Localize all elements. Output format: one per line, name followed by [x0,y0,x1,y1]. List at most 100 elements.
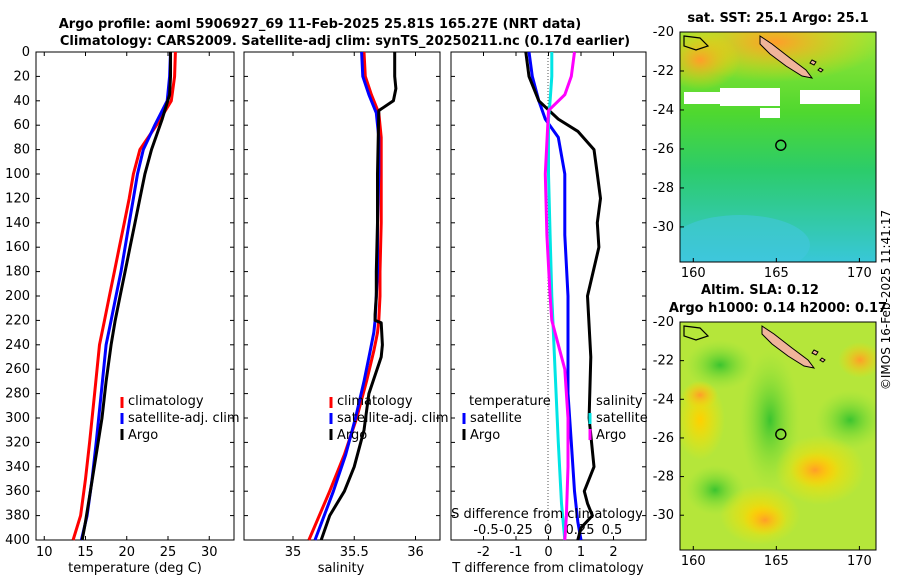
depth-tick-label: 80 [13,143,30,158]
sla-latitude-tick-labels: -20 -22 -24 -26 -28 -30 [653,315,684,523]
salinity-tick-labels: 35 35.5 36 [285,52,424,560]
sla-green-eddy-3 [815,390,876,450]
x-tick-label: 20 [118,545,135,560]
sst-map-panel: sat. SST: 25.1 Argo: 25.1 -20-22-24-26-2… [653,11,877,281]
imos-timestamp: ©IMOS 16-Feb-2025 11:41:17 [879,209,893,391]
series-line-argo [80,52,172,541]
loyalty-islands [809,59,824,73]
lon-tick-label: 160 [681,554,706,569]
temperature-plot-frame [35,51,235,541]
sla-argo-position-marker [775,428,787,440]
difference-legend-temperature: temperature satellite Argo [462,394,551,443]
difference-lines [451,51,646,541]
lon-tick-label: 170 [847,266,872,281]
depth-tick-label: 180 [5,265,30,280]
temperature-legend: climatology satellite-adj. clim Argo [120,394,240,443]
x-tick-label: 2 [609,545,617,560]
depth-tick-label: 100 [5,167,30,182]
sst-map-frame [679,31,877,263]
sst-warm-patch-west [680,32,740,90]
depth-tick-label: 160 [5,240,30,255]
lon-tick-label: 165 [764,554,789,569]
x-tick-label: 25 [160,545,177,560]
salinity-lines [244,51,440,541]
depth-tick-label: 60 [13,118,30,133]
lat-tick-label: -30 [653,508,674,523]
s-diff-tick-label: 0 [544,523,552,538]
sla-warm-eddy-1 [682,381,718,409]
sst-cloud-mask-4 [760,108,780,118]
x-tick-label: 10 [36,545,53,560]
lon-tick-label: 160 [681,266,706,281]
series-line-climatology [71,51,177,541]
x-tick-label: 35.5 [340,545,369,560]
x-tick-label: 0 [544,545,552,560]
figure-title-line2: Climatology: CARS2009. Satellite-adj cli… [60,34,630,49]
depth-tick-label: 140 [5,216,30,231]
vanuatu-coast [683,325,710,341]
s-diff-tick-label: -0.5 [473,523,498,538]
depth-tick-label: 120 [5,191,30,206]
lat-tick-label: -24 [653,392,674,407]
lat-tick-label: -24 [653,103,674,118]
x-tick-label: 30 [201,545,218,560]
depth-tick-label: 300 [5,411,30,426]
sst-longitude-tick-labels: 160 165 170 [681,258,872,281]
x-tick-label: 15 [77,545,94,560]
depth-tick-label: 400 [5,533,30,548]
legend-label-satellite: satellite-adj. clim [128,411,240,426]
salinity-legend: climatology satellite-adj. clim Argo [329,394,449,443]
sla-warm-eddy-2 [838,342,876,378]
sst-latitude-tick-labels: -20 -22 -24 -26 -28 -30 [653,25,684,235]
sla-warm-eddy-3 [790,452,840,488]
t-difference-tick-labels: -2 -1 0 1 2 [477,52,618,560]
s-difference-xlabel: S difference from climatology [451,507,643,522]
lat-tick-label: -28 [653,181,674,196]
depth-tick-label: 20 [13,69,30,84]
x-tick-label: 35 [285,545,302,560]
depth-tick-label: 360 [5,484,30,499]
sst-map-title: sat. SST: 25.1 Argo: 25.1 [687,11,868,26]
sst-cloud-mask-3 [800,90,860,104]
salinity-xlabel: salinity [318,561,365,576]
lat-tick-label: -20 [653,315,674,330]
temperature-tick-labels: 10 15 20 25 30 [36,52,218,560]
legend-label-t-satellite: satellite [470,411,522,426]
lat-tick-label: -28 [653,470,674,485]
depth-tick-label: 240 [5,338,30,353]
sla-green-eddy-1 [685,340,755,390]
s-diff-tick-label: 0.5 [602,523,623,538]
sla-longitude-tick-labels: 160 165 170 [681,546,872,569]
legend-heading-temperature: temperature [469,394,551,409]
depth-tick-label: 380 [5,509,30,524]
sla-map-panel: Altim. SLA: 0.12 Argo h1000: 0.14 h2000:… [653,283,887,569]
lon-tick-label: 165 [764,266,789,281]
loyalty-islands [811,349,826,363]
legend-label-argo: Argo [337,428,367,443]
legend-label-t-argo: Argo [470,428,500,443]
sst-cloud-mask-1 [684,92,724,104]
lat-tick-label: -20 [653,25,674,40]
sla-map-subtitle: Argo h1000: 0.14 h2000: 0.17 [669,301,887,316]
s-diff-tick-label: -0.25 [499,523,533,538]
legend-label-argo: Argo [128,428,158,443]
new-caledonia-landmass [761,325,816,369]
series-line-s-satellite [547,52,567,541]
depth-tick-label: 340 [5,460,30,475]
lat-tick-label: -30 [653,220,674,235]
legend-label-s-satellite: satellite [596,411,648,426]
lat-tick-label: -22 [653,64,674,79]
legend-heading-salinity: salinity [596,394,643,409]
sla-warm-eddy-4 [743,504,787,536]
sla-map-field [680,322,876,550]
series-line-argo [319,52,398,541]
legend-label-climatology: climatology [128,394,204,409]
legend-label-climatology: climatology [337,394,413,409]
temperature-xlabel: temperature (deg C) [68,561,202,576]
depth-tick-label: 280 [5,387,30,402]
lat-tick-label: -22 [653,354,674,369]
figure-title-line1: Argo profile: aoml 5906927_69 11-Feb-202… [59,17,581,32]
depth-tick-label: 320 [5,435,30,450]
temperature-panel: 0 20 40 60 80 100 120 140 160 180 200 220 240 260 280 3… [5,45,239,576]
